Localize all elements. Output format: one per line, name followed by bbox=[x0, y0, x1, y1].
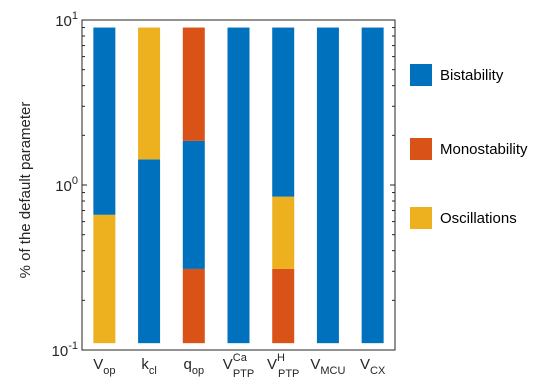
legend-swatch-bistability bbox=[410, 64, 432, 86]
legend-swatch-monostability bbox=[410, 138, 432, 160]
legend: Bistability Monostability Oscillations bbox=[410, 64, 528, 229]
legend-label-monostability: Monostability bbox=[440, 141, 528, 158]
x-tick-label: VCa PTP bbox=[223, 352, 254, 380]
x-tick-label: Vop bbox=[93, 356, 115, 377]
bar-segment-0-0 bbox=[93, 214, 116, 344]
bar-segment-2-0 bbox=[182, 268, 205, 344]
y-tick-label: 101 bbox=[55, 10, 78, 30]
bar-segment-1-0 bbox=[138, 159, 161, 344]
bar-segment-4-1 bbox=[272, 196, 295, 269]
x-tick-label: kcl bbox=[141, 356, 156, 377]
bar-segment-0-1 bbox=[93, 27, 116, 215]
y-tick-label: 10-1 bbox=[52, 340, 78, 360]
bar-segment-5-0 bbox=[316, 27, 339, 344]
legend-label-bistability: Bistability bbox=[440, 67, 504, 84]
bar-segment-4-2 bbox=[272, 27, 295, 197]
x-tick-label: qop bbox=[183, 356, 204, 377]
x-ticks: Vop kcl qop VCa PTP VH PTP VMCU VCX bbox=[93, 352, 386, 380]
legend-label-oscillations: Oscillations bbox=[440, 210, 517, 227]
bar-segment-4-0 bbox=[272, 268, 295, 344]
bars-group bbox=[93, 27, 384, 344]
legend-swatch-oscillations bbox=[410, 207, 432, 229]
bar-segment-2-2 bbox=[182, 27, 205, 141]
bar-segment-6-0 bbox=[361, 27, 384, 344]
x-tick-label: VCX bbox=[360, 356, 386, 377]
y-tick-label: 100 bbox=[55, 175, 78, 195]
bar-segment-1-1 bbox=[138, 27, 161, 160]
bar-segment-2-1 bbox=[182, 140, 205, 269]
y-axis-label: % of the default parameter bbox=[17, 102, 34, 279]
x-tick-label: VMCU bbox=[310, 356, 345, 377]
bar-segment-3-0 bbox=[227, 27, 250, 344]
y-ticks: 10-1 100 101 bbox=[52, 10, 395, 360]
x-tick-label: VH PTP bbox=[267, 352, 299, 380]
